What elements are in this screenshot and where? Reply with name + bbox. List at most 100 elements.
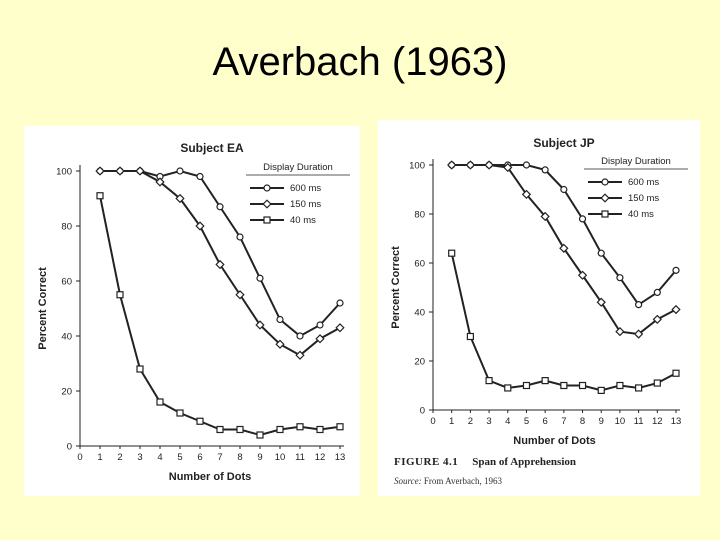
- data-point: [448, 249, 456, 257]
- x-tick-label: 6: [197, 452, 202, 463]
- data-point: [336, 299, 344, 307]
- data-point: [195, 221, 205, 231]
- x-tick-label: 0: [430, 416, 435, 427]
- data-point: [256, 431, 264, 439]
- data-point: [236, 233, 244, 241]
- data-point: [541, 377, 549, 385]
- series-line: [450, 252, 677, 392]
- data-point: [276, 315, 284, 324]
- x-tick-label: 13: [671, 416, 682, 427]
- legend-marker: [263, 216, 271, 224]
- data-point: [96, 192, 104, 200]
- x-tick-label: 3: [486, 416, 491, 427]
- data-point: [597, 386, 605, 394]
- data-point: [522, 161, 531, 169]
- x-tick-label: 4: [157, 452, 162, 463]
- figure-caption: FIGURE 4.1 Span of Apprehension: [394, 456, 576, 468]
- figure-source-label: Source:: [394, 476, 422, 486]
- y-tick-label: 80: [414, 210, 425, 221]
- legend-label: 150 ms: [290, 199, 321, 210]
- data-point: [335, 323, 345, 333]
- data-point: [235, 290, 245, 300]
- x-tick-label: 1: [449, 416, 454, 427]
- chart-title: Subject EA: [180, 141, 244, 155]
- legend-marker: [263, 184, 271, 192]
- data-point: [215, 259, 225, 270]
- legend-title: Display Duration: [263, 162, 333, 173]
- data-point: [559, 243, 569, 253]
- x-tick-label: 10: [615, 416, 626, 427]
- legend-marker: [601, 210, 609, 218]
- x-axis-label: Number of Dots: [513, 435, 596, 447]
- data-point: [336, 423, 344, 431]
- data-point: [560, 185, 568, 194]
- data-point: [135, 166, 145, 176]
- x-tick-label: 6: [543, 416, 548, 427]
- data-point: [196, 172, 204, 181]
- data-point: [296, 332, 304, 340]
- x-axis-label: Number of Dots: [169, 471, 252, 483]
- series-150-ms: [447, 160, 681, 339]
- x-tick-label: 5: [524, 416, 529, 427]
- y-tick-label: 20: [414, 357, 425, 368]
- data-point: [216, 425, 224, 434]
- series-40-ms: [96, 192, 344, 439]
- chart-legend: Display Duration 600 ms 150 ms 40 ms: [584, 156, 688, 220]
- y-tick-label: 100: [409, 161, 425, 172]
- data-point: [672, 266, 680, 274]
- data-point: [503, 162, 513, 173]
- data-point: [653, 379, 661, 387]
- x-tick-label: 5: [177, 452, 182, 463]
- data-point: [136, 365, 144, 373]
- data-point: [635, 301, 643, 309]
- chart-panel-subject-jp: Subject JP 0 20 40 60 80 100 0 1 2 3 4 5 6 7 8 9 10 11 12 13…: [378, 120, 700, 496]
- legend-marker: [601, 178, 609, 186]
- y-tick-label: 0: [420, 406, 425, 417]
- x-tick-label: 2: [117, 452, 122, 463]
- data-point: [95, 166, 105, 176]
- data-point: [255, 320, 265, 330]
- chart-title: Subject JP: [533, 136, 594, 150]
- series-line: [100, 169, 341, 338]
- figure-source-text: From Averbach, 1963: [423, 476, 502, 486]
- data-point: [540, 211, 550, 222]
- legend-marker: [600, 193, 610, 203]
- data-point: [447, 160, 457, 170]
- data-point: [256, 274, 264, 282]
- data-point: [296, 423, 304, 431]
- y-tick-label: 60: [414, 259, 425, 270]
- x-tick-label: 0: [77, 452, 82, 463]
- data-point: [596, 297, 606, 307]
- data-point: [156, 398, 164, 406]
- y-tick-label: 40: [61, 332, 72, 343]
- x-tick-label: 8: [580, 416, 585, 427]
- data-point: [315, 334, 325, 344]
- data-point: [275, 339, 285, 349]
- series-150-ms: [95, 166, 345, 360]
- data-point: [616, 381, 624, 390]
- legend-marker: [262, 199, 272, 209]
- legend-label: 40 ms: [290, 215, 316, 226]
- data-point: [615, 326, 625, 337]
- data-point: [672, 369, 680, 377]
- legend-title: Display Duration: [601, 156, 671, 167]
- x-tick-label: 3: [137, 452, 142, 463]
- data-point: [635, 384, 643, 392]
- data-point: [465, 160, 476, 170]
- data-point: [560, 381, 568, 390]
- data-point: [521, 189, 532, 200]
- x-tick-label: 11: [295, 452, 305, 463]
- x-tick-label: 13: [335, 452, 346, 463]
- data-point: [577, 270, 588, 280]
- data-point: [652, 314, 662, 324]
- chart-legend: Display Duration 600 ms 150 ms 40 ms: [246, 162, 350, 226]
- data-point: [522, 381, 531, 390]
- data-point: [115, 166, 125, 176]
- x-tick-label: 12: [315, 452, 326, 463]
- legend-label: 600 ms: [290, 183, 321, 194]
- data-point: [276, 425, 284, 434]
- y-tick-label: 20: [61, 387, 72, 398]
- y-tick-label: 60: [61, 277, 72, 288]
